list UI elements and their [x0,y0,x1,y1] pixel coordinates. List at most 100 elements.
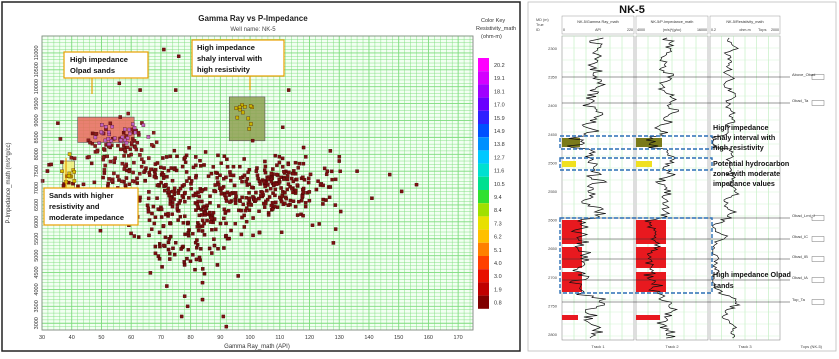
scatter-point [250,185,254,190]
scatter-point [183,160,188,164]
scatter-point [182,183,186,187]
olpad-annotation: High impedance Olpad sands [63,51,149,94]
scatter-point [303,204,308,209]
color-key-title-1: Color Key [481,18,505,24]
scatter-point [157,230,162,235]
scatter-point [108,159,113,164]
scatter-point [101,175,105,180]
y-tick-label: 4500 [34,266,40,278]
scatter-point [187,228,191,232]
scatter-point [60,169,64,173]
formation-top-marker [811,299,825,305]
scatter-point [246,170,250,174]
crossplot-subtitle: Well name: NK-5 [230,27,276,33]
y-tick-label: 3500 [34,300,40,312]
scatter-point [127,182,132,186]
sands-annotation: Sands with higher resistivity and modera… [43,158,139,226]
track-min: 0 [563,28,565,32]
depth-tick-label: 2400 [548,103,558,108]
scatter-point [399,189,404,194]
scatter-point [136,131,141,135]
color-key-value: 17.0 [494,103,505,109]
scatter-point [263,164,268,169]
scatter-point [260,190,265,195]
scatter-point [94,132,99,136]
scatter-point [233,222,238,226]
scatter-point [177,201,181,205]
scatter-point [170,212,174,216]
scatter-point [72,156,77,161]
pi-track-shaly-fill [636,138,662,147]
scatter-point [122,143,126,147]
scatter-point [185,256,189,261]
scatter-point [240,103,244,107]
color-key-value: 14.9 [494,129,505,135]
scatter-point [224,221,228,226]
formation-top-label: Obad_Ta [792,98,809,103]
scatter-point [183,199,187,204]
scatter-point [146,135,151,139]
scatter-point [331,241,336,245]
olpad-annotation-line-1: High impedance [70,55,128,64]
scatter-point [159,215,164,219]
scatter-point [280,156,285,161]
scatter-point [216,246,220,251]
scatter-point [155,161,160,165]
scatter-point [171,246,175,251]
scatter-point [333,227,338,231]
sands-annotation-box [43,187,139,226]
x-tick-label: 80 [188,335,194,341]
scatter-point [104,125,108,129]
scatter-point [324,172,329,177]
scatter-point [151,131,156,135]
scatter-point [122,154,126,158]
scatter-point [269,171,274,176]
scatter-point [112,158,117,163]
scatter-point [164,182,168,187]
sands-annotation-line-1: Sands with higher [49,191,114,200]
scatter-point [275,163,279,167]
scatter-point [112,171,116,176]
scatter-point [306,180,311,185]
scatter-point [179,247,183,251]
scatter-point [251,216,255,220]
scatter-point [200,199,204,204]
scatter-point [154,140,159,144]
shaly-annotation-line-2: shaly interval with [197,54,262,63]
crossplot-panel: Gamma Ray vs P-Impedance Well name: NK-5… [1,1,521,352]
scatter-point [166,247,171,252]
scatter-point [247,182,252,187]
scatter-point [172,167,177,172]
scatter-point [188,259,193,263]
scatter-point [187,146,191,150]
track-unit: API [595,28,601,32]
scatter-point [58,137,63,141]
scatter-point [139,164,144,169]
formation-top-label: Obad_Lmt_J [792,213,815,218]
scatter-point [128,147,133,151]
scatter-point [197,213,202,218]
scatter-point [98,229,103,233]
scatter-point [159,165,163,170]
scatter-point [168,154,173,159]
scatter-point [285,177,290,182]
scatter-point [197,255,202,260]
scatter-point [137,235,141,239]
scatter-point [118,147,123,152]
scatter-point [238,164,242,169]
scatter-point [286,162,291,167]
scatter-point [307,198,312,203]
scatter-point [233,191,238,195]
scatter-point [200,280,205,285]
scatter-point [113,136,117,141]
scatter-point [246,116,251,121]
scatter-point [67,152,72,156]
scatter-point [140,157,144,161]
track-header-3 [709,15,781,35]
scatter-point [242,173,247,178]
color-key-value: 4.0 [494,261,502,267]
scatter-point [153,168,158,172]
scatter-point [215,263,220,267]
x-tick-label: 30 [39,335,45,341]
scatter-point [214,170,218,175]
